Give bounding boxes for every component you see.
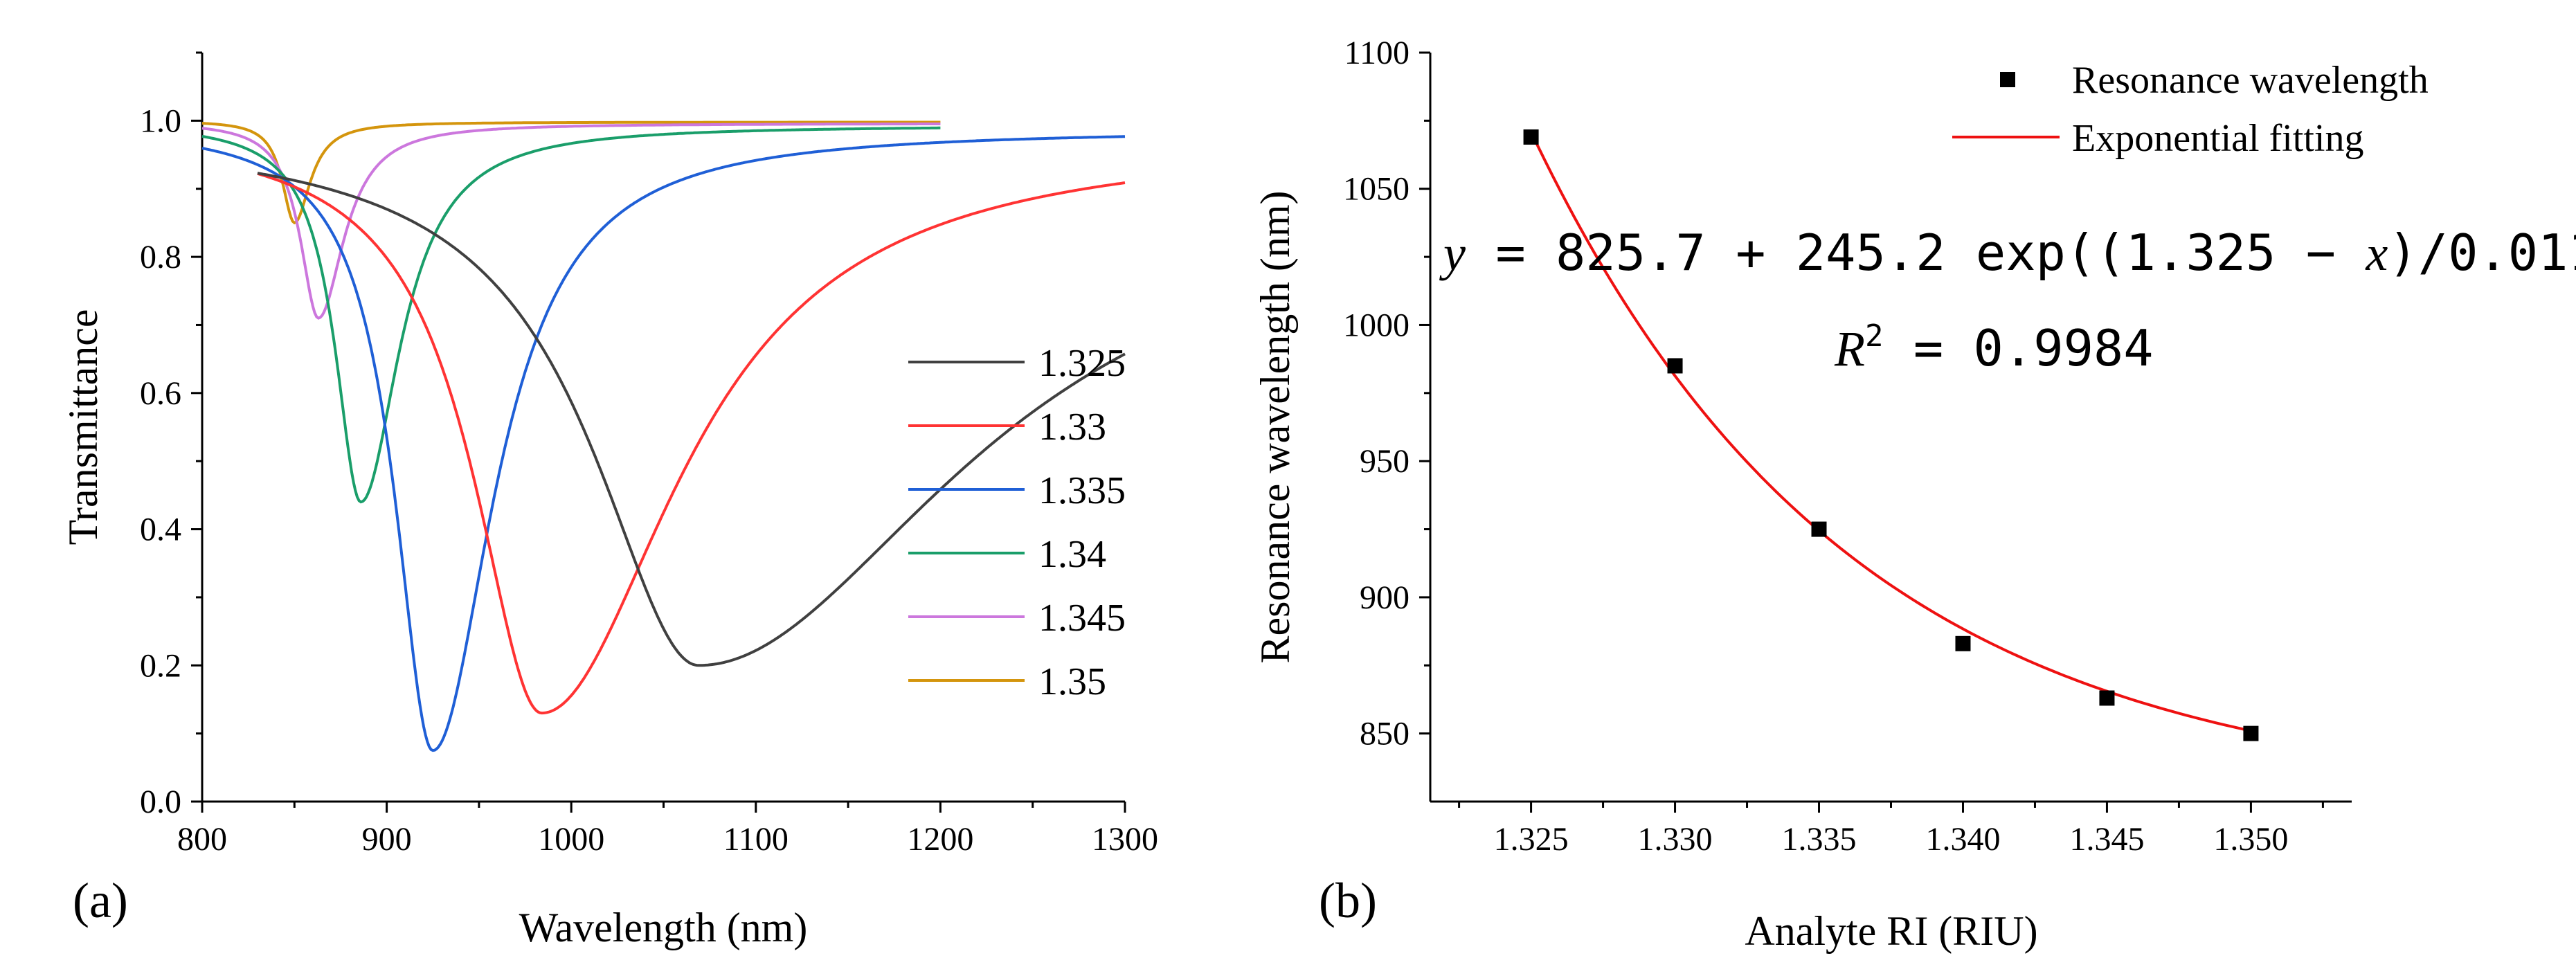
panel-b-x-tick-label: 1.350 bbox=[2213, 821, 2288, 858]
legend-label-1.345: 1.345 bbox=[1038, 597, 1126, 640]
r2-exp: 2 bbox=[1865, 318, 1884, 354]
series-line-1.34 bbox=[201, 126, 941, 504]
panel-b-y-tick-label: 950 bbox=[1360, 443, 1409, 480]
panel-b-y-tick-label: 1050 bbox=[1343, 171, 1409, 208]
panel-b-x-tick-label: 1.345 bbox=[2069, 821, 2144, 858]
panel-b-y-tick-label: 1000 bbox=[1343, 307, 1409, 343]
panel-a-y-tick-label: 0.4 bbox=[140, 512, 181, 548]
series-line-1.35 bbox=[201, 120, 941, 225]
legend-label-1.335: 1.335 bbox=[1038, 469, 1126, 512]
panel-b-fit-curve bbox=[1529, 131, 2251, 732]
panel-b-x-tick-label: 1.330 bbox=[1638, 821, 1713, 858]
series-line-1.33 bbox=[257, 172, 1126, 715]
panel-a-legend: 1.325 1.33 1.335 1.34 1.345 1.35 bbox=[908, 342, 1126, 703]
eq-body: = 825.7 + 245.2 exp((1.325 − bbox=[1466, 224, 2366, 282]
panel-b-label: (b) bbox=[1319, 873, 1377, 928]
legend-label-1.34: 1.34 bbox=[1038, 533, 1106, 576]
panel-b-y-tick-label: 850 bbox=[1360, 716, 1409, 752]
eq-y-var: y bbox=[1439, 226, 1466, 281]
legend-label-resonance: Resonance wavelength bbox=[2072, 59, 2429, 102]
fit-equation: y = 825.7 + 245.2 exp((1.325 − x)/0.011) bbox=[1439, 224, 2576, 282]
panel-a-x-tick-label: 1100 bbox=[723, 821, 789, 858]
series-line-1.345 bbox=[201, 123, 941, 320]
panel-a-x-tick-label: 1000 bbox=[538, 821, 604, 858]
data-point-5 bbox=[2243, 725, 2259, 741]
series-line-1.335 bbox=[201, 135, 1126, 752]
r2-value: = 0.9984 bbox=[1883, 319, 2153, 377]
data-point-4 bbox=[2099, 690, 2115, 706]
legend-label-1.35: 1.35 bbox=[1038, 660, 1106, 703]
legend-label-1.33: 1.33 bbox=[1038, 406, 1106, 449]
eq-tail: )/0.011) bbox=[2388, 224, 2576, 282]
panel-a-y-tick-label: 0.6 bbox=[140, 375, 181, 412]
series-line-1.325 bbox=[257, 172, 1126, 667]
r-squared: R2 = 0.9984 bbox=[1834, 318, 2154, 377]
legend-label-1.325: 1.325 bbox=[1038, 342, 1126, 385]
panel-b-x-tick-label: 1.325 bbox=[1494, 821, 1569, 858]
panel-a-label: (a) bbox=[73, 873, 128, 928]
panel-a: 800 900 1000 1100 1200 1300 0.0 0.2 0.4 0.6 0.8 1.0… bbox=[60, 51, 1158, 950]
panel-b-points bbox=[1523, 129, 2259, 741]
panel-b-x-tick-label: 1.340 bbox=[1925, 821, 2000, 858]
data-point-0 bbox=[1523, 129, 1539, 145]
panel-b-x-tick-label: 1.335 bbox=[1782, 821, 1857, 858]
panel-b: 1.325 1.330 1.335 1.340 1.345 1.350 850 900 950 1… bbox=[1252, 35, 2576, 954]
panel-a-x-tick-label: 900 bbox=[362, 821, 412, 858]
panel-a-y-tick-label: 0.8 bbox=[140, 239, 181, 275]
panel-b-x-axis-title: Analyte RI (RIU) bbox=[1745, 908, 2037, 954]
r2-label: R bbox=[1834, 321, 1865, 377]
panel-a-x-tick-label: 1300 bbox=[1092, 821, 1158, 858]
panel-a-x-axis-title: Wavelength (nm) bbox=[519, 905, 808, 950]
panel-b-legend: Resonance wavelength Exponential fitting bbox=[1952, 59, 2429, 160]
eq-x-var: x bbox=[2365, 226, 2388, 281]
fit-curve-line bbox=[1529, 131, 2251, 732]
panel-a-curves bbox=[201, 120, 1126, 752]
panel-a-y-tick-label: 0.0 bbox=[140, 784, 181, 820]
panel-b-y-tick-label: 900 bbox=[1360, 579, 1409, 616]
panel-a-x-tick-label: 800 bbox=[177, 821, 227, 858]
panel-b-y-tick-label: 1100 bbox=[1344, 35, 1409, 71]
panel-a-ticks: 800 900 1000 1100 1200 1300 0.0 0.2 0.4 0.6 0.8 1.0 bbox=[140, 51, 1158, 858]
data-point-1 bbox=[1667, 358, 1683, 374]
panel-a-y-tick-label: 0.2 bbox=[140, 647, 181, 684]
panel-a-y-tick-label: 1.0 bbox=[140, 102, 181, 139]
panel-a-y-axis-title: Transmittance bbox=[60, 309, 106, 545]
panel-b-y-axis-title: Resonance wavelength (nm) bbox=[1252, 190, 1298, 663]
data-point-3 bbox=[1955, 635, 1971, 651]
legend-marker-square bbox=[2000, 72, 2015, 87]
legend-label-fit: Exponential fitting bbox=[2072, 117, 2363, 160]
data-point-2 bbox=[1811, 521, 1827, 537]
panel-b-ticks: 1.325 1.330 1.335 1.340 1.345 1.350 850 900 950 1… bbox=[1343, 35, 2324, 858]
panel-a-x-tick-label: 1200 bbox=[907, 821, 973, 858]
